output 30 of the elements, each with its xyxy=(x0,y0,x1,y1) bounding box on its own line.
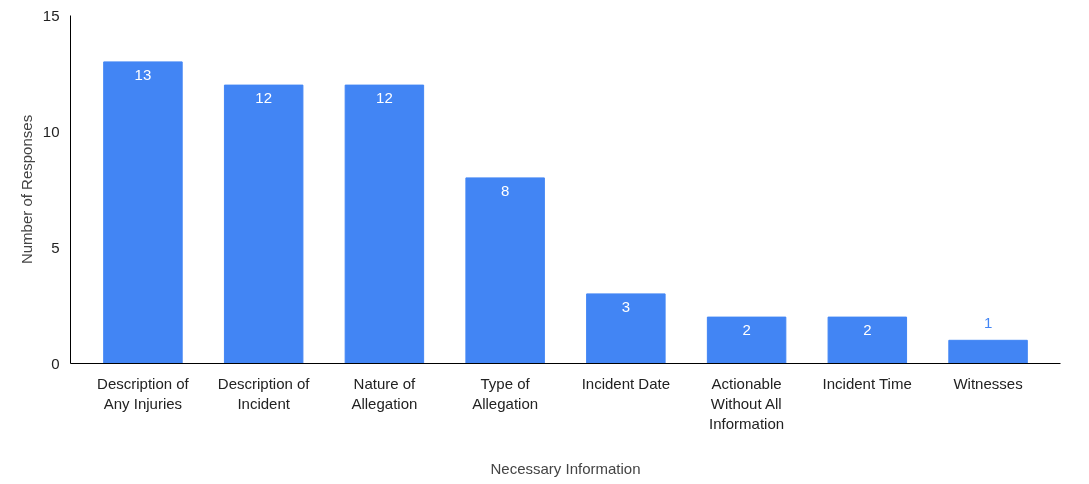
x-axis-title: Necessary Information xyxy=(490,460,641,478)
y-tick-label: 15 xyxy=(42,6,60,24)
x-tick-label: Incident Date xyxy=(581,374,671,392)
x-tick-label: Nature of Allegation xyxy=(351,374,418,412)
bar xyxy=(465,177,545,364)
bar xyxy=(948,339,1028,364)
bar xyxy=(706,316,787,364)
data-label: 3 xyxy=(621,297,631,315)
bar xyxy=(827,316,908,364)
y-axis-title: Number of Responses xyxy=(17,114,35,265)
x-tick-label: Description of Incident xyxy=(217,374,311,412)
data-label: 2 xyxy=(863,321,872,339)
data-label: 12 xyxy=(255,89,273,107)
bar xyxy=(223,84,304,364)
bar xyxy=(344,84,425,364)
y-tick-label: 0 xyxy=(51,354,60,372)
data-label: 12 xyxy=(376,89,393,107)
x-tick-label: Description of Any Injuries xyxy=(97,374,190,412)
data-label: 2 xyxy=(742,321,751,339)
x-tick-label: Actionable Without All Information xyxy=(709,374,785,433)
bar xyxy=(586,293,666,364)
x-tick-label: Witnesses xyxy=(953,374,1023,392)
y-tick-label: 10 xyxy=(42,122,60,140)
data-label: 13 xyxy=(134,65,152,83)
data-label: 1 xyxy=(983,314,993,332)
x-tick-label: Incident Time xyxy=(822,374,912,392)
x-tick-label: Type of Allegation xyxy=(472,374,539,412)
y-tick-label: 5 xyxy=(51,238,60,256)
bar xyxy=(103,61,183,364)
data-label: 8 xyxy=(500,181,510,199)
